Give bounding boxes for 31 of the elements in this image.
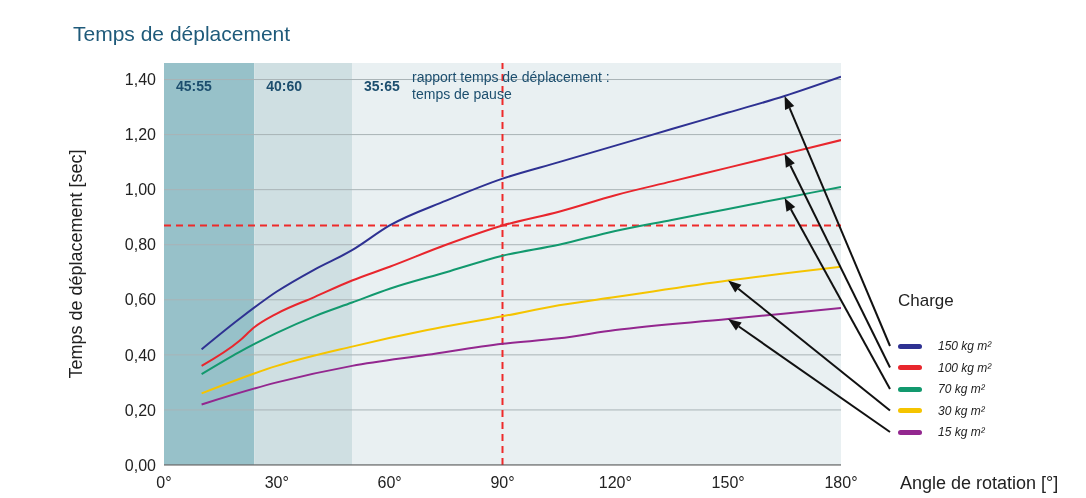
legend-title: Charge bbox=[898, 291, 954, 311]
annotation: rapport temps de déplacement : temps de pause bbox=[412, 69, 611, 103]
x-tick-label: 180° bbox=[824, 474, 858, 492]
legend-label: 150 kg m² bbox=[938, 339, 992, 353]
y-tick-label: 0,00 bbox=[124, 456, 157, 474]
band-label: 45:55 bbox=[176, 77, 213, 94]
x-tick-label: 30° bbox=[264, 474, 289, 492]
y-tick-label: 0,60 bbox=[124, 291, 157, 309]
y-tick-label: 0,80 bbox=[124, 236, 157, 254]
y-tick-label: 0,40 bbox=[124, 346, 157, 364]
y-tick-label: 1,00 bbox=[124, 181, 157, 199]
chart-title: Temps de déplacement bbox=[73, 22, 291, 46]
y-axis-title: Temps de déplacement [sec] bbox=[66, 149, 87, 379]
x-axis-title: Angle de rotation [°] bbox=[900, 473, 1059, 494]
x-tick-label: 0° bbox=[156, 474, 172, 492]
band-label: 35:65 bbox=[364, 77, 401, 94]
y-tick-label: 1,40 bbox=[124, 71, 157, 89]
y-tick-label: 0,20 bbox=[124, 401, 157, 419]
x-tick-label: 60° bbox=[377, 474, 402, 492]
legend-label: 100 kg m² bbox=[938, 360, 992, 375]
line-series bbox=[200, 185, 841, 376]
band-label: 40:60 bbox=[266, 77, 303, 94]
x-tick-label: 120° bbox=[598, 474, 632, 492]
x-tick-label: 90° bbox=[490, 474, 515, 492]
x-tick-label: 150° bbox=[711, 474, 745, 492]
legend-label: 30 kg m² bbox=[938, 403, 985, 418]
line-series bbox=[200, 265, 841, 395]
legend-label: 70 kg m² bbox=[938, 382, 985, 396]
y-tick-label: 1,20 bbox=[124, 126, 157, 144]
legend-label: 15 kg m² bbox=[938, 425, 985, 439]
line-series bbox=[200, 307, 841, 406]
